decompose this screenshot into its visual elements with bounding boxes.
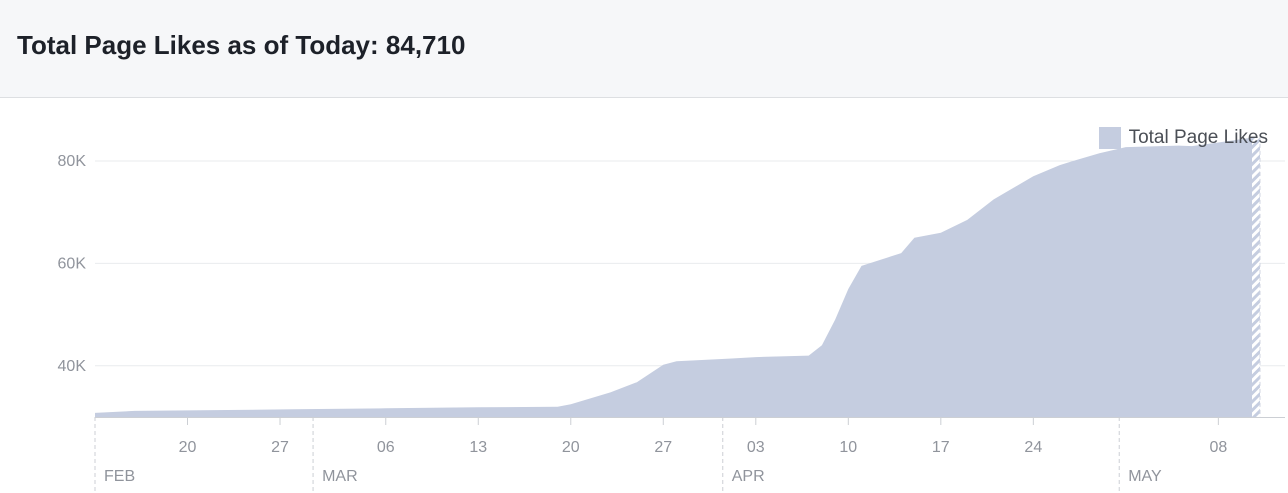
series-area-total-page-likes [95, 137, 1258, 417]
page-header: Total Page Likes as of Today: 84,710 [0, 0, 1288, 98]
x-tick-label: 27 [271, 439, 289, 456]
x-tick-label: 20 [562, 439, 580, 456]
y-tick-label: 60K [58, 255, 87, 272]
legend-label: Total Page Likes [1129, 127, 1268, 149]
total-page-likes-chart: 40K 60K 80K 20 27 06 13 20 27 03 10 17 24 08 FEB MAR APR… [0, 99, 1288, 493]
month-label: FEB [104, 468, 135, 485]
x-tick-label: 03 [747, 439, 765, 456]
x-tick-label: 27 [654, 439, 672, 456]
y-tick-label: 80K [58, 153, 87, 170]
area-chart-svg: 40K 60K 80K 20 27 06 13 20 27 03 10 17 24 08 FEB MAR APR… [0, 99, 1288, 493]
month-label: MAR [322, 468, 358, 485]
legend-swatch [1099, 127, 1121, 149]
page-title: Total Page Likes as of Today: 84,710 [17, 30, 465, 61]
y-tick-label: 40K [58, 358, 87, 375]
month-label: APR [732, 468, 765, 485]
month-label: MAY [1128, 468, 1162, 485]
x-tick-label: 20 [179, 439, 197, 456]
x-tick-label: 17 [932, 439, 950, 456]
x-tick-label: 24 [1024, 439, 1042, 456]
x-tick-label: 10 [839, 439, 857, 456]
x-tick-label: 08 [1209, 439, 1227, 456]
x-tick-label: 13 [469, 439, 487, 456]
chart-legend[interactable]: Total Page Likes [1099, 127, 1268, 149]
partial-period-hatch [1252, 137, 1260, 417]
x-tick-label: 06 [377, 439, 395, 456]
